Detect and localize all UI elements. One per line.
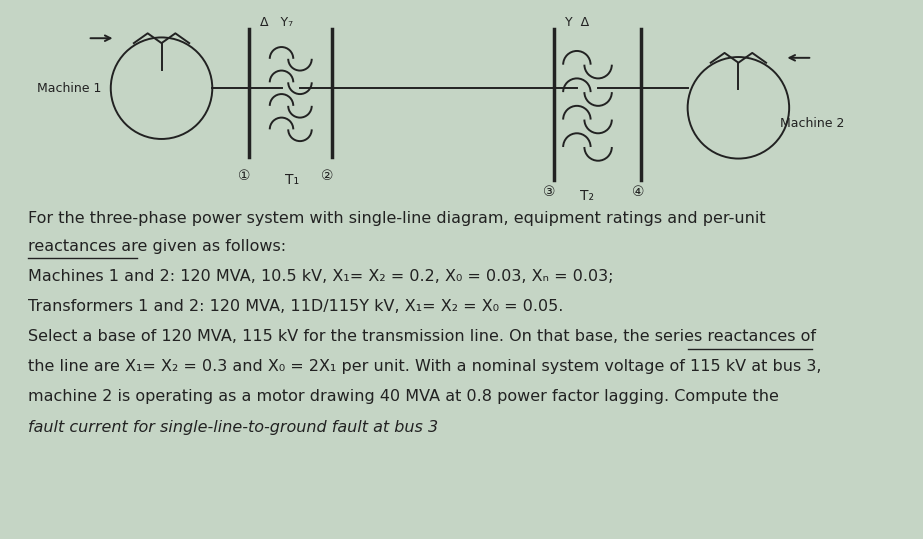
Text: ②: ② [321,169,334,183]
Text: T₂: T₂ [580,189,594,203]
Text: reactances are given as follows:: reactances are given as follows: [28,239,286,254]
Text: Machine 2: Machine 2 [780,117,845,130]
Text: Δ   Y₇: Δ Y₇ [260,16,294,29]
Text: Transformers 1 and 2: 120 MVA, 11D/115Y kV, X₁= X₂ = X₀ = 0.05.: Transformers 1 and 2: 120 MVA, 11D/115Y … [28,299,563,314]
Text: the line are X₁= X₂ = 0.3 and X₀ = 2X₁ per unit. With a nominal system voltage o: the line are X₁= X₂ = 0.3 and X₀ = 2X₁ p… [28,360,821,375]
Text: Machines 1 and 2: 120 MVA, 10.5 kV, X₁= X₂ = 0.2, X₀ = 0.03, Xₙ = 0.03;: Machines 1 and 2: 120 MVA, 10.5 kV, X₁= … [28,269,613,284]
Text: Y  Δ: Y Δ [565,16,589,29]
Text: Machine 1: Machine 1 [37,82,102,95]
Text: ③: ③ [543,185,556,199]
Text: T₁: T₁ [284,174,299,188]
Text: ①: ① [238,169,251,183]
Text: Select a base of 120 MVA, 115 kV for the transmission line. On that base, the se: Select a base of 120 MVA, 115 kV for the… [28,329,816,344]
Text: fault current for single-line-to-ground fault at bus 3: fault current for single-line-to-ground … [28,419,438,434]
Text: machine 2 is operating as a motor drawing 40 MVA at 0.8 power factor lagging. Co: machine 2 is operating as a motor drawin… [28,390,779,404]
Text: For the three-phase power system with single-line diagram, equipment ratings and: For the three-phase power system with si… [28,211,765,226]
Text: ④: ④ [632,185,645,199]
